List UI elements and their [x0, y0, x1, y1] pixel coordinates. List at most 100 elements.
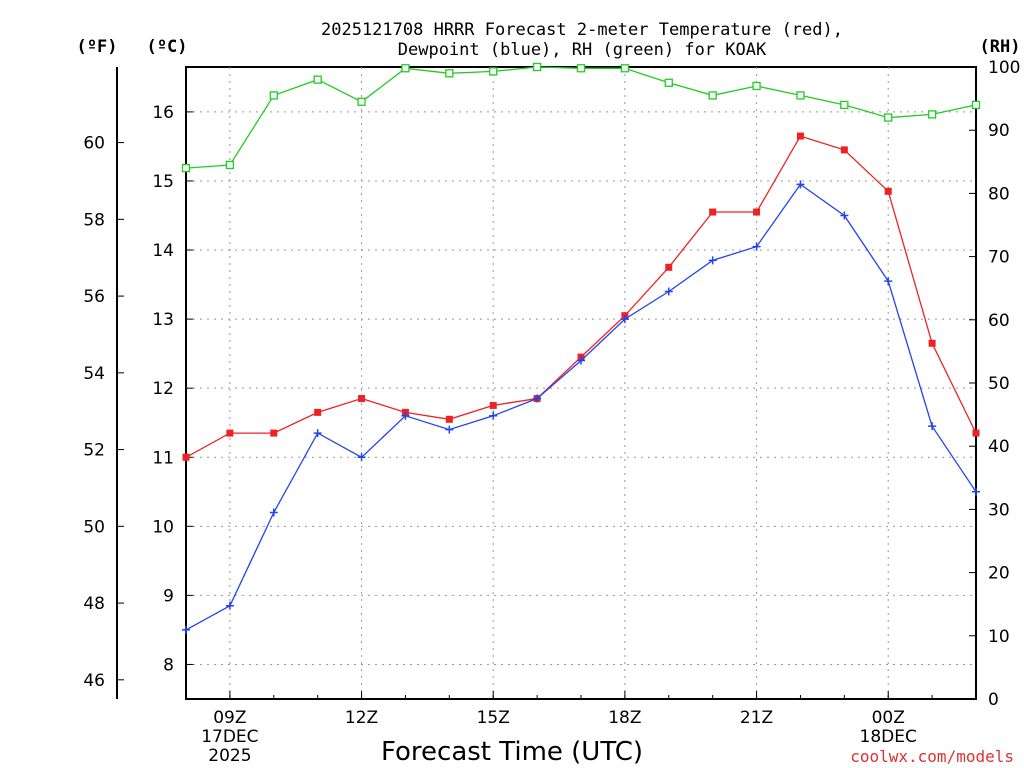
temperature-point [884, 187, 892, 195]
x-tick-label: 12Z [345, 708, 378, 728]
rh-point [840, 100, 849, 110]
x-axis-title: Forecast Time (UTC) [381, 737, 643, 767]
fahrenheit-tick-label: 46 [83, 671, 105, 691]
fahrenheit-tick-label: 54 [83, 364, 105, 384]
dewpoint-point [445, 425, 454, 434]
temperature-point [314, 408, 322, 416]
celsius-tick-label: 11 [152, 448, 174, 468]
x-tick-date-label: 18DEC [860, 727, 917, 747]
fahrenheit-axis-unit: (ºF) [77, 37, 118, 57]
x-tick-year-label: 2025 [208, 746, 251, 766]
temperature-point [928, 339, 936, 347]
temperature-point [489, 401, 497, 409]
rh-point [708, 91, 717, 100]
dewpoint-point [708, 256, 717, 265]
rh-point [927, 110, 937, 119]
x-tick-label: 00Z [872, 708, 905, 728]
dewpoint-point [928, 422, 937, 431]
dewpoint-point [664, 287, 673, 296]
dewpoint-point [225, 601, 234, 610]
temperature-point [182, 453, 190, 461]
rh-point [752, 81, 761, 91]
chart-title-line1: 2025121708 HRRR Forecast 2-meter Tempera… [321, 20, 843, 40]
rh-tick-label: 40 [988, 437, 1010, 457]
x-tick-label: 18Z [608, 708, 641, 728]
temperature-point [270, 429, 278, 437]
rh-point [357, 97, 366, 106]
rh-tick-label: 50 [988, 374, 1010, 394]
dewpoint-point [620, 315, 629, 324]
dewpoint-point [577, 356, 585, 365]
rh-tick-label: 90 [988, 121, 1010, 141]
celsius-tick-label: 12 [152, 379, 174, 399]
x-tick-date-label: 17DEC [201, 727, 258, 747]
dewpoint-point [269, 508, 278, 517]
temperature-line [185, 135, 977, 458]
rh-line [185, 66, 977, 169]
rh-tick-label: 80 [988, 184, 1010, 204]
data-series [181, 62, 981, 634]
chart-title-line2: Dewpoint (blue), RH (green) for KOAK [398, 40, 767, 60]
dewpoint-point [182, 625, 190, 634]
dewpoint-point [313, 429, 322, 438]
gridlines [186, 67, 976, 699]
celsius-tick-label: 10 [152, 517, 174, 537]
celsius-tick-label: 8 [163, 655, 174, 675]
rh-point [489, 67, 498, 76]
rh-tick-label: 30 [988, 500, 1010, 520]
rh-point [401, 64, 410, 73]
rh-tick-label: 60 [988, 311, 1010, 331]
fahrenheit-tick-label: 58 [83, 210, 105, 230]
x-tick-label: 15Z [477, 708, 510, 728]
celsius-tick-label: 15 [152, 172, 174, 192]
celsius-tick-label: 9 [163, 586, 174, 606]
celsius-tick-label: 14 [152, 241, 174, 261]
rh-tick-label: 20 [988, 564, 1010, 584]
rh-point [445, 69, 454, 78]
rh-point [620, 64, 630, 73]
rh-axis-unit: (RH) [980, 37, 1021, 57]
temperature-point [753, 208, 761, 216]
dewpoint-point [357, 453, 366, 462]
fahrenheit-tick-label: 56 [83, 287, 105, 307]
temperature-point [226, 429, 234, 437]
x-tick-label: 21Z [740, 708, 773, 728]
rh-point [181, 163, 191, 173]
rh-point [796, 91, 805, 100]
dewpoint-point [884, 277, 893, 286]
x-tick-label: 09Z [213, 708, 246, 728]
rh-point [971, 100, 981, 110]
dewpoint-point [752, 242, 761, 251]
rh-tick-label: 70 [988, 248, 1010, 268]
temperature-point [972, 429, 980, 437]
fahrenheit-tick-label: 52 [83, 441, 105, 461]
temperature-point [840, 146, 848, 154]
credit-watermark: coolwx.com/models [850, 747, 1014, 766]
rh-tick-label: 10 [988, 627, 1010, 647]
rh-point [884, 113, 893, 122]
celsius-tick-label: 16 [152, 103, 174, 123]
temperature-point [709, 208, 717, 216]
temperature-point [665, 263, 673, 271]
rh-tick-label: 100 [988, 58, 1020, 78]
rh-point [269, 91, 278, 100]
fahrenheit-tick-label: 48 [83, 594, 105, 614]
celsius-tick-label: 13 [152, 310, 174, 330]
dewpoint-point [533, 394, 542, 403]
fahrenheit-tick-label: 60 [83, 134, 105, 154]
rh-point [576, 64, 586, 73]
temperature-point [796, 132, 804, 140]
fahrenheit-tick-label: 50 [83, 517, 105, 537]
rh-point [532, 62, 542, 72]
rh-tick-label: 0 [988, 690, 999, 710]
temperature-point [445, 415, 453, 423]
dewpoint-line [185, 183, 977, 631]
dewpoint-point [972, 487, 980, 496]
dewpoint-point [840, 211, 849, 220]
dewpoint-point [489, 411, 498, 420]
dewpoint-point [796, 180, 805, 189]
celsius-axis-unit: (ºC) [147, 37, 188, 57]
rh-point [313, 75, 322, 84]
